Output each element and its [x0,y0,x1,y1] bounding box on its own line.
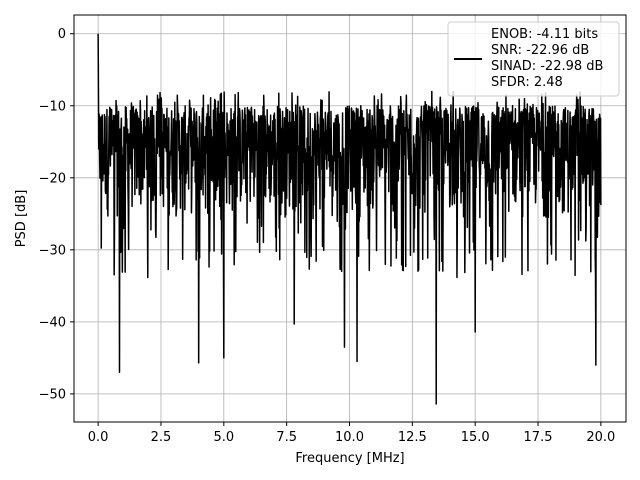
psd-series-line [97,33,602,405]
y-axis: 0 −10 −20 −30 −40 −50 [39,27,74,402]
x-axis-label: Frequency [MHz] [295,451,404,466]
x-tick-label: 0.0 [88,430,109,445]
y-tick-label: −30 [39,243,66,258]
x-tick-label: 7.5 [276,430,297,445]
x-axis: 0.0 2.5 5.0 7.5 10.0 12.5 15.0 17.5 20.0 [88,422,615,445]
legend-box [447,21,620,97]
legend-line-snr: SNR: -22.96 dB [491,43,589,58]
legend: ENOB: -4.11 bits SNR: -22.96 dB SINAD: -… [447,21,620,97]
legend-line-enob: ENOB: -4.11 bits [491,27,598,42]
x-tick-label: 10.0 [335,430,364,445]
x-tick-label: 20.0 [586,430,615,445]
legend-line-sinad: SINAD: -22.98 dB [491,59,603,74]
y-tick-label: −20 [39,171,66,186]
x-tick-label: 15.0 [461,430,490,445]
plot-area [97,33,602,405]
y-tick-label: 0 [58,27,66,42]
x-tick-label: 12.5 [398,430,427,445]
x-tick-label: 2.5 [151,430,172,445]
axes-frame [73,14,627,423]
legend-line-sfdr: SFDR: 2.48 [491,75,563,90]
x-tick-label: 5.0 [213,430,234,445]
y-tick-label: −50 [39,387,66,402]
x-tick-label: 17.5 [524,430,553,445]
y-axis-label: PSD [dB] [14,190,29,248]
y-tick-label: −10 [39,99,66,114]
y-tick-label: −40 [39,315,66,330]
